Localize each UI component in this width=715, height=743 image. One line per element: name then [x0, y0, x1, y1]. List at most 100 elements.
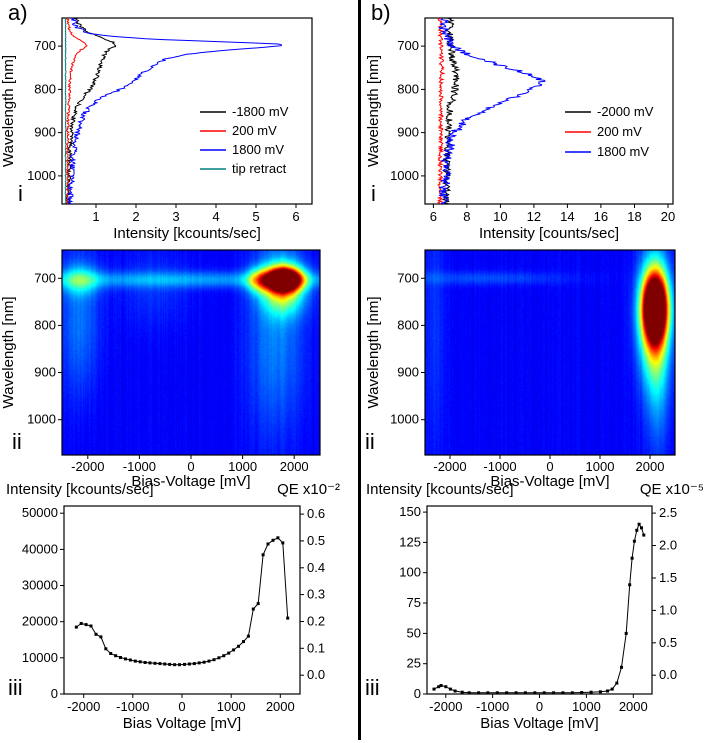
a_ii-heatmap-axes: -2000 -1000 0 1000 20007008009001000Bias-Vol… — [0, 249, 321, 490]
heatmap-b-ii — [425, 250, 675, 455]
b_iii-iv-chart: 0 25 50 75 100 125 150 0.0 0.5 1.0 1.5 2.0 2.5 -2000-… — [366, 481, 704, 732]
svg-text:0.5: 0.5 — [307, 533, 325, 548]
svg-text:0: 0 — [178, 699, 185, 714]
b_i-series — [436, 18, 546, 204]
svg-text:1800 mV: 1800 mV — [232, 142, 284, 157]
svg-text:800: 800 — [34, 81, 56, 96]
row-label-b-iii: iii — [365, 675, 380, 700]
svg-text:1000: 1000 — [228, 459, 257, 474]
svg-text:900: 900 — [397, 365, 419, 380]
svg-text:2000: 2000 — [636, 459, 665, 474]
a_i-legend: -1800 mV 200 mV 1800 mV tip retract — [200, 104, 289, 176]
svg-text:1000: 1000 — [390, 412, 419, 427]
svg-text:-2000: -2000 — [429, 699, 462, 714]
svg-text:1000: 1000 — [572, 699, 601, 714]
svg-text:Wavelength [nm]: Wavelength [nm] — [0, 297, 17, 409]
svg-text:-2000: -2000 — [433, 459, 466, 474]
svg-text:700: 700 — [397, 270, 419, 285]
row-label-a-iii: iii — [8, 675, 23, 700]
svg-text:Intensity [kcounts/sec]: Intensity [kcounts/sec] — [6, 481, 154, 498]
svg-text:900: 900 — [397, 125, 419, 140]
svg-text:0.3: 0.3 — [307, 587, 325, 602]
svg-text:2000: 2000 — [266, 699, 295, 714]
svg-text:40000: 40000 — [22, 541, 58, 556]
svg-text:900: 900 — [34, 365, 56, 380]
svg-text:0: 0 — [51, 686, 58, 701]
svg-text:0.6: 0.6 — [307, 506, 325, 521]
heatmap-a-ii — [62, 250, 320, 455]
svg-text:2.0: 2.0 — [659, 538, 677, 553]
svg-text:-1000: -1000 — [116, 699, 149, 714]
svg-text:Wavelength [nm]: Wavelength [nm] — [365, 297, 382, 409]
svg-text:30000: 30000 — [22, 578, 58, 593]
svg-text:-2000: -2000 — [67, 699, 100, 714]
svg-text:200 mV: 200 mV — [232, 123, 277, 138]
svg-text:800: 800 — [397, 81, 419, 96]
svg-text:1000: 1000 — [390, 168, 419, 183]
svg-text:200 mV: 200 mV — [597, 124, 642, 139]
column-divider — [358, 0, 361, 740]
svg-text:50: 50 — [407, 625, 421, 640]
svg-text:-2000 mV: -2000 mV — [597, 104, 654, 119]
svg-text:2: 2 — [132, 209, 139, 224]
svg-text:0: 0 — [414, 686, 421, 701]
svg-text:700: 700 — [397, 38, 419, 53]
row-label-b-i: i — [371, 181, 376, 206]
svg-text:QE x10⁻²: QE x10⁻² — [277, 481, 340, 498]
svg-text:1.5: 1.5 — [659, 570, 677, 585]
svg-text:Intensity [kcounts/sec]: Intensity [kcounts/sec] — [113, 225, 261, 242]
svg-text:Wavelength [nm]: Wavelength [nm] — [0, 55, 17, 167]
svg-text:-1800 mV: -1800 mV — [232, 104, 289, 119]
svg-text:Bias Voltage [mV]: Bias Voltage [mV] — [480, 715, 598, 732]
svg-text:-1000: -1000 — [476, 699, 509, 714]
svg-text:0.2: 0.2 — [307, 614, 325, 629]
panel-label-a: a) — [8, 0, 28, 25]
svg-text:1000: 1000 — [27, 168, 56, 183]
svg-text:0.1: 0.1 — [307, 640, 325, 655]
svg-text:150: 150 — [399, 504, 421, 519]
svg-text:50000: 50000 — [22, 505, 58, 520]
row-label-b-ii: ii — [365, 429, 375, 454]
svg-text:0.4: 0.4 — [307, 560, 325, 575]
svg-text:tip retract: tip retract — [232, 161, 287, 176]
svg-text:2000: 2000 — [280, 459, 309, 474]
svg-text:1: 1 — [92, 209, 99, 224]
b_ii-heatmap-axes: -2000 -1000 0 1000 20007008009001000Bias-Vol… — [365, 249, 676, 490]
svg-text:6: 6 — [430, 209, 437, 224]
svg-text:100: 100 — [399, 565, 421, 580]
svg-text:Bias-Voltage [mV]: Bias-Voltage [mV] — [131, 473, 250, 490]
svg-text:0.0: 0.0 — [307, 667, 325, 682]
svg-text:0: 0 — [536, 699, 543, 714]
svg-text:1000: 1000 — [586, 459, 615, 474]
a_i-spectrum-chart: 1 2 3 4 5 6 700 800 900 1000 Intensity [kcounts/se… — [0, 17, 313, 242]
svg-text:8: 8 — [463, 209, 470, 224]
svg-text:Bias Voltage [mV]: Bias Voltage [mV] — [123, 715, 241, 732]
svg-text:125: 125 — [399, 534, 421, 549]
svg-text:3: 3 — [172, 209, 179, 224]
svg-text:2000: 2000 — [619, 699, 648, 714]
svg-text:75: 75 — [407, 595, 421, 610]
svg-text:6: 6 — [292, 209, 299, 224]
row-label-a-i: i — [18, 181, 23, 206]
svg-text:18: 18 — [627, 209, 641, 224]
row-label-a-ii: ii — [12, 429, 22, 454]
svg-text:14: 14 — [560, 209, 574, 224]
svg-text:0: 0 — [187, 459, 194, 474]
svg-text:20000: 20000 — [22, 614, 58, 629]
svg-text:900: 900 — [34, 125, 56, 140]
svg-text:4: 4 — [212, 209, 219, 224]
svg-text:2.5: 2.5 — [659, 505, 677, 520]
a_i-series — [64, 18, 282, 204]
b_i-spectrum-chart: 6 8 10 12 14 16 18 20 700 800 900 1000 Intensity [co… — [365, 17, 675, 242]
svg-text:-1000: -1000 — [483, 459, 516, 474]
svg-text:16: 16 — [594, 209, 608, 224]
svg-text:Wavelength [nm]: Wavelength [nm] — [365, 55, 382, 167]
svg-text:Intensity [kcounts/sec]: Intensity [kcounts/sec] — [366, 481, 514, 498]
svg-text:25: 25 — [407, 656, 421, 671]
svg-text:700: 700 — [34, 38, 56, 53]
svg-text:800: 800 — [397, 317, 419, 332]
svg-text:1.0: 1.0 — [659, 602, 677, 617]
b_i-legend: -2000 mV 200 mV 1800 mV — [565, 104, 654, 159]
svg-text:1800 mV: 1800 mV — [597, 144, 649, 159]
